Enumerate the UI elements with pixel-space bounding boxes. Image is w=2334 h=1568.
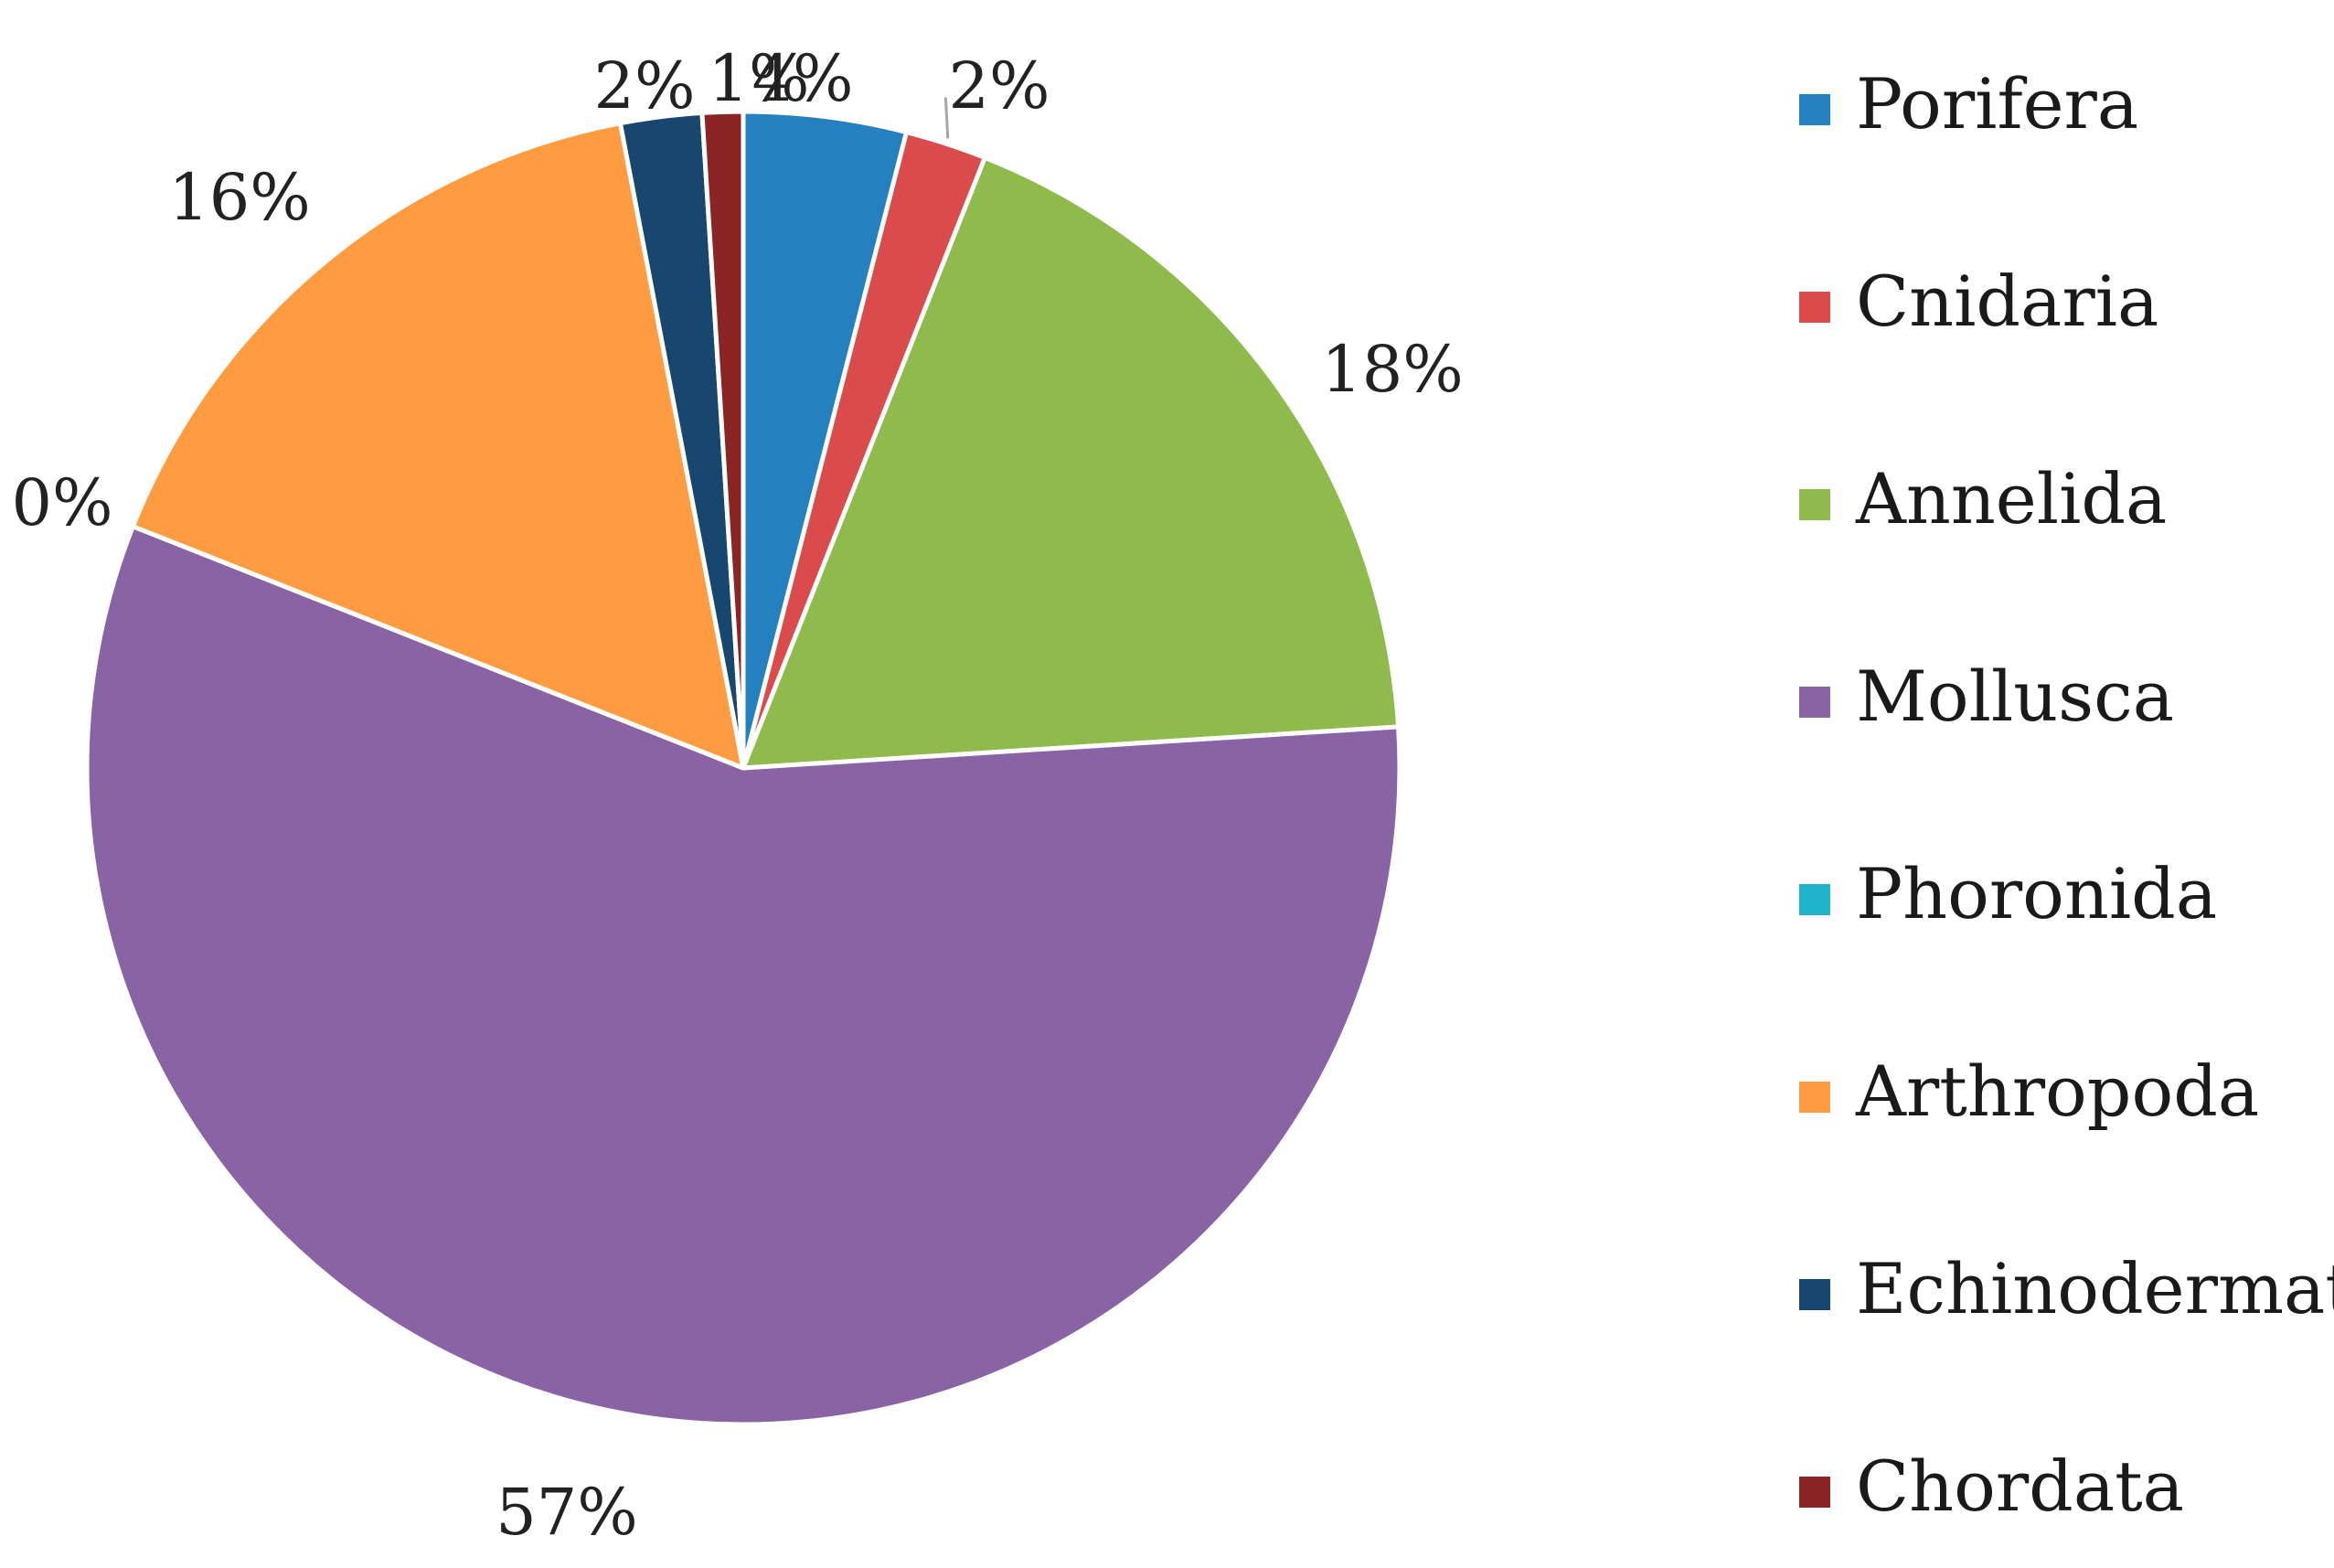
legend-label-arthropoda: Arthropoda — [1855, 1051, 2259, 1132]
data-label-mollusca: 57% — [496, 1475, 638, 1550]
legend-label-echinodermata: Echinodermata — [1856, 1248, 2334, 1329]
legend-label-annelida: Annelida — [1855, 458, 2167, 539]
legend-item-cnidaria: Cnidaria — [1799, 261, 2158, 342]
legend-item-phoronida: Phoronida — [1799, 853, 2217, 934]
data-labels: 4% 2%18%57%0%16%2% 1% — [11, 41, 1463, 1550]
legend-swatch-annelida — [1799, 489, 1830, 520]
legend-item-annelida: Annelida — [1799, 458, 2167, 539]
legend-swatch-arthropoda — [1799, 1082, 1830, 1113]
legend: Porifera Cnidaria Annelida Mollusca Phoronid… — [1799, 63, 2334, 1527]
pie-slice-chordata — [699, 109, 746, 771]
data-label-arthropoda: 16% — [168, 160, 311, 235]
legend-swatch-cnidaria — [1799, 292, 1830, 323]
leader-lines — [943, 97, 950, 139]
data-label-echinodermata: 2% — [593, 48, 695, 123]
legend-label-mollusca: Mollusca — [1856, 656, 2174, 737]
legend-label-cnidaria: Cnidaria — [1856, 261, 2158, 342]
legend-item-chordata: Chordata — [1799, 1445, 2184, 1527]
legend-swatch-porifera — [1799, 94, 1830, 125]
legend-item-arthropoda: Arthropoda — [1799, 1051, 2259, 1132]
data-label-chordata: 1% — [708, 41, 809, 116]
pie-slice-annelida — [741, 155, 1401, 771]
legend-label-porifera: Porifera — [1856, 63, 2138, 144]
data-label-annelida: 18% — [1321, 332, 1464, 407]
legend-swatch-chordata — [1799, 1477, 1830, 1508]
data-label-phoronida: 0% — [11, 465, 112, 540]
leader-line-cnidaria — [943, 97, 950, 139]
data-label-cnidaria: 2% — [948, 48, 1050, 123]
legend-swatch-echinodermata — [1799, 1279, 1830, 1310]
legend-label-chordata: Chordata — [1856, 1445, 2184, 1527]
pie-slice-mollusca — [84, 524, 1402, 1427]
legend-swatch-phoronida — [1799, 884, 1830, 915]
legend-item-porifera: Porifera — [1799, 63, 2138, 144]
legend-label-phoronida: Phoronida — [1856, 853, 2217, 934]
pie-slices — [84, 109, 1402, 1427]
legend-item-echinodermata: Echinodermata — [1799, 1248, 2334, 1329]
data-label-porifera: 4% — [751, 41, 853, 116]
pie-slice-arthropoda — [130, 121, 746, 771]
legend-swatch-mollusca — [1799, 687, 1830, 718]
legend-item-mollusca: Mollusca — [1799, 656, 2174, 737]
